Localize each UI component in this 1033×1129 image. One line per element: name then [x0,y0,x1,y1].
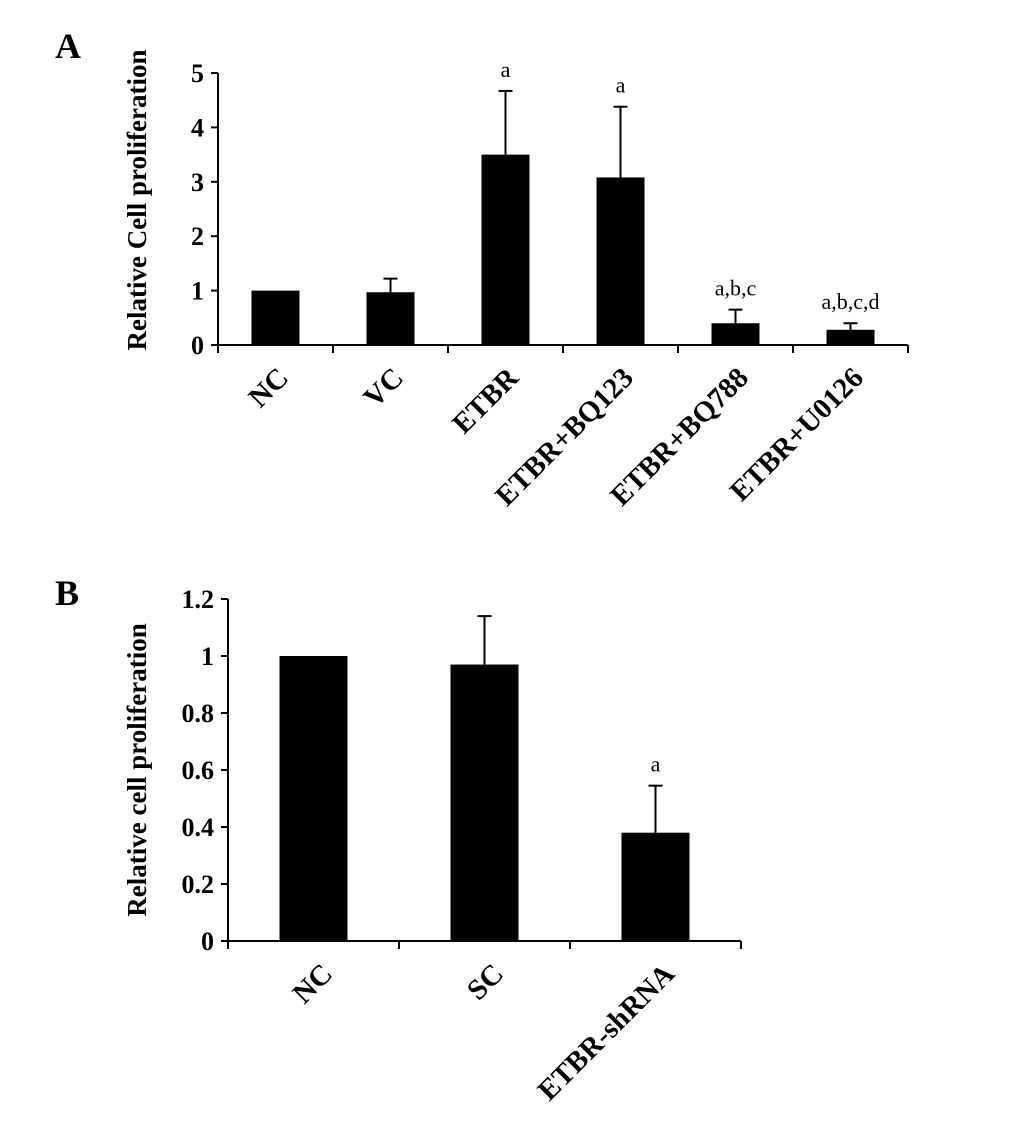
bar [711,323,760,345]
panel-a-y-axis-title: Relative Cell proliferation [122,50,152,351]
panel-b-label: B [55,573,79,613]
y-tick-label: 2 [191,222,204,251]
panel-b-y-axis-title: Relative cell proliferation [122,623,152,916]
bar [279,656,348,941]
y-tick-label: 0.4 [182,813,215,842]
x-tick-label: ETBR [446,361,525,440]
x-tick-label: SC [461,958,510,1007]
x-tick-label: NC [243,362,295,414]
y-tick-label: 0.8 [182,699,215,728]
x-tick-label: NC [287,958,339,1010]
bar [621,832,690,941]
y-tick-label: 0 [191,331,204,360]
significance-label: a [501,57,511,82]
x-tick-label: ETBR-shRNA [532,958,681,1107]
y-tick-label: 1 [201,642,214,671]
y-tick-label: 1.2 [182,585,215,614]
bar [366,292,415,345]
panel-a-label: A [55,26,81,66]
bar [450,664,519,941]
y-tick-label: 4 [191,113,204,142]
panel-a: A Relative Cell proliferation 0 1 2 3 4 5 NC VC… [55,26,909,512]
y-tick-label: 3 [191,168,204,197]
y-tick-label: 5 [191,59,204,88]
bar [481,154,530,345]
significance-label: a,b,c,d [821,289,879,314]
bar [826,329,875,345]
significance-label: a,b,c [715,276,757,301]
y-tick-label: 0 [201,927,214,956]
bar [596,177,645,345]
x-tick-label: VC [358,362,410,414]
significance-label: a [651,752,661,777]
bar [251,290,300,345]
panel-b-plot-area: 0 0.2 0.4 0.6 0.8 1 1.2 NC SC a ETBR-shRNA [182,585,742,1107]
significance-label: a [616,73,626,98]
y-tick-label: 1 [191,277,204,306]
panel-b: B Relative cell proliferation 0 0.2 0.4 0.6… [55,573,742,1107]
y-tick-label: 0.2 [182,870,215,899]
y-tick-label: 0.6 [182,756,215,785]
